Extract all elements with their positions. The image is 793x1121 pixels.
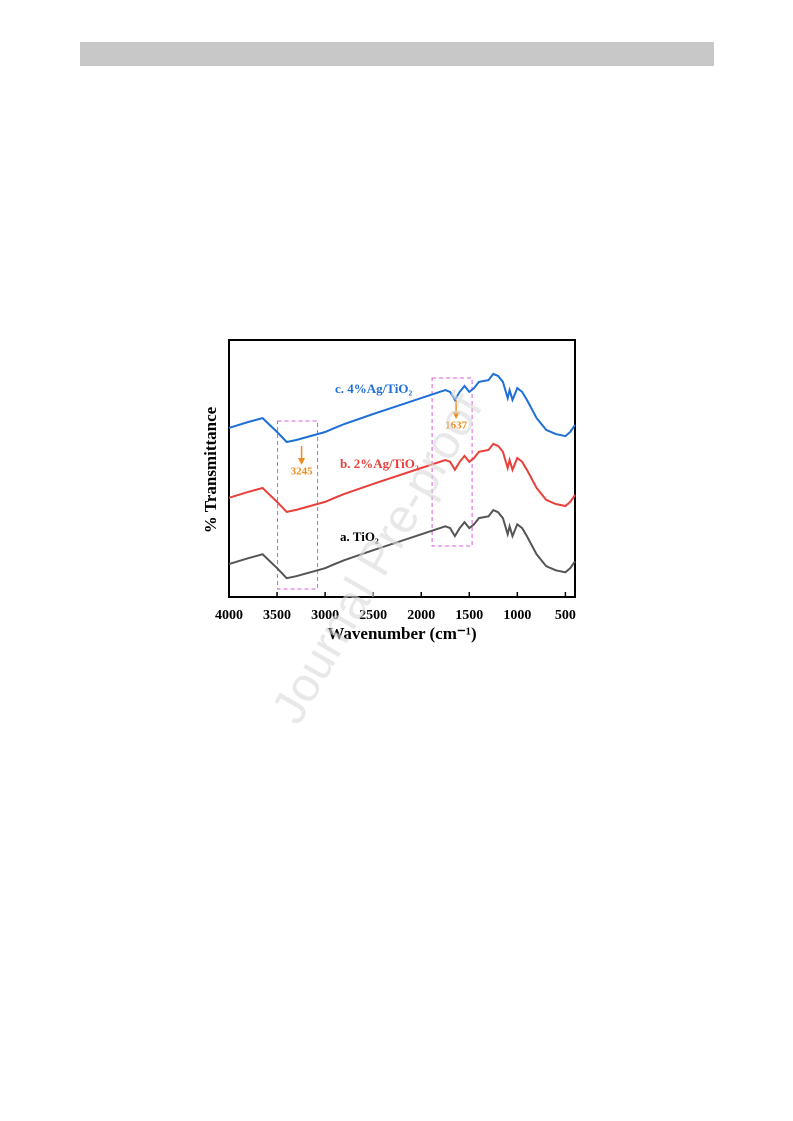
x-tick-label: 1500: [455, 608, 483, 623]
x-tick-label: 2000: [407, 608, 435, 623]
arrow-head: [452, 412, 460, 419]
x-axis-label: Wavenumber (cm⁻¹): [327, 624, 476, 643]
spectrum-line: [228, 508, 576, 580]
x-tick-label: 4000: [215, 608, 243, 623]
spectrum-line: [228, 372, 576, 444]
series-label: c. 4%Ag/TiO₂: [335, 381, 412, 396]
x-tick-label: 1000: [503, 608, 531, 623]
y-axis-label: % Transmittance: [201, 406, 220, 533]
highlight-box: [277, 420, 319, 590]
series-label: a. TiO₂: [340, 529, 379, 544]
arrow-head: [298, 458, 306, 465]
x-tick-label: 2500: [359, 608, 387, 623]
plot: 4000 3500 3000 2500 2000 1500 1000 500 3245 1637 c…: [215, 372, 576, 623]
figure: [204, 328, 594, 646]
header-bar: [80, 42, 714, 66]
spectrum-line: [228, 442, 576, 513]
x-tick-label: 500: [555, 608, 576, 623]
x-tick-label: 3000: [311, 608, 339, 623]
annotation: 1637: [445, 420, 468, 432]
plot-frame: [228, 339, 576, 598]
series-label: b. 2%Ag/TiO₂: [340, 456, 419, 471]
x-tick-label: 3500: [263, 608, 291, 623]
highlight-box: [431, 377, 473, 547]
annotation: 3245: [291, 466, 314, 478]
